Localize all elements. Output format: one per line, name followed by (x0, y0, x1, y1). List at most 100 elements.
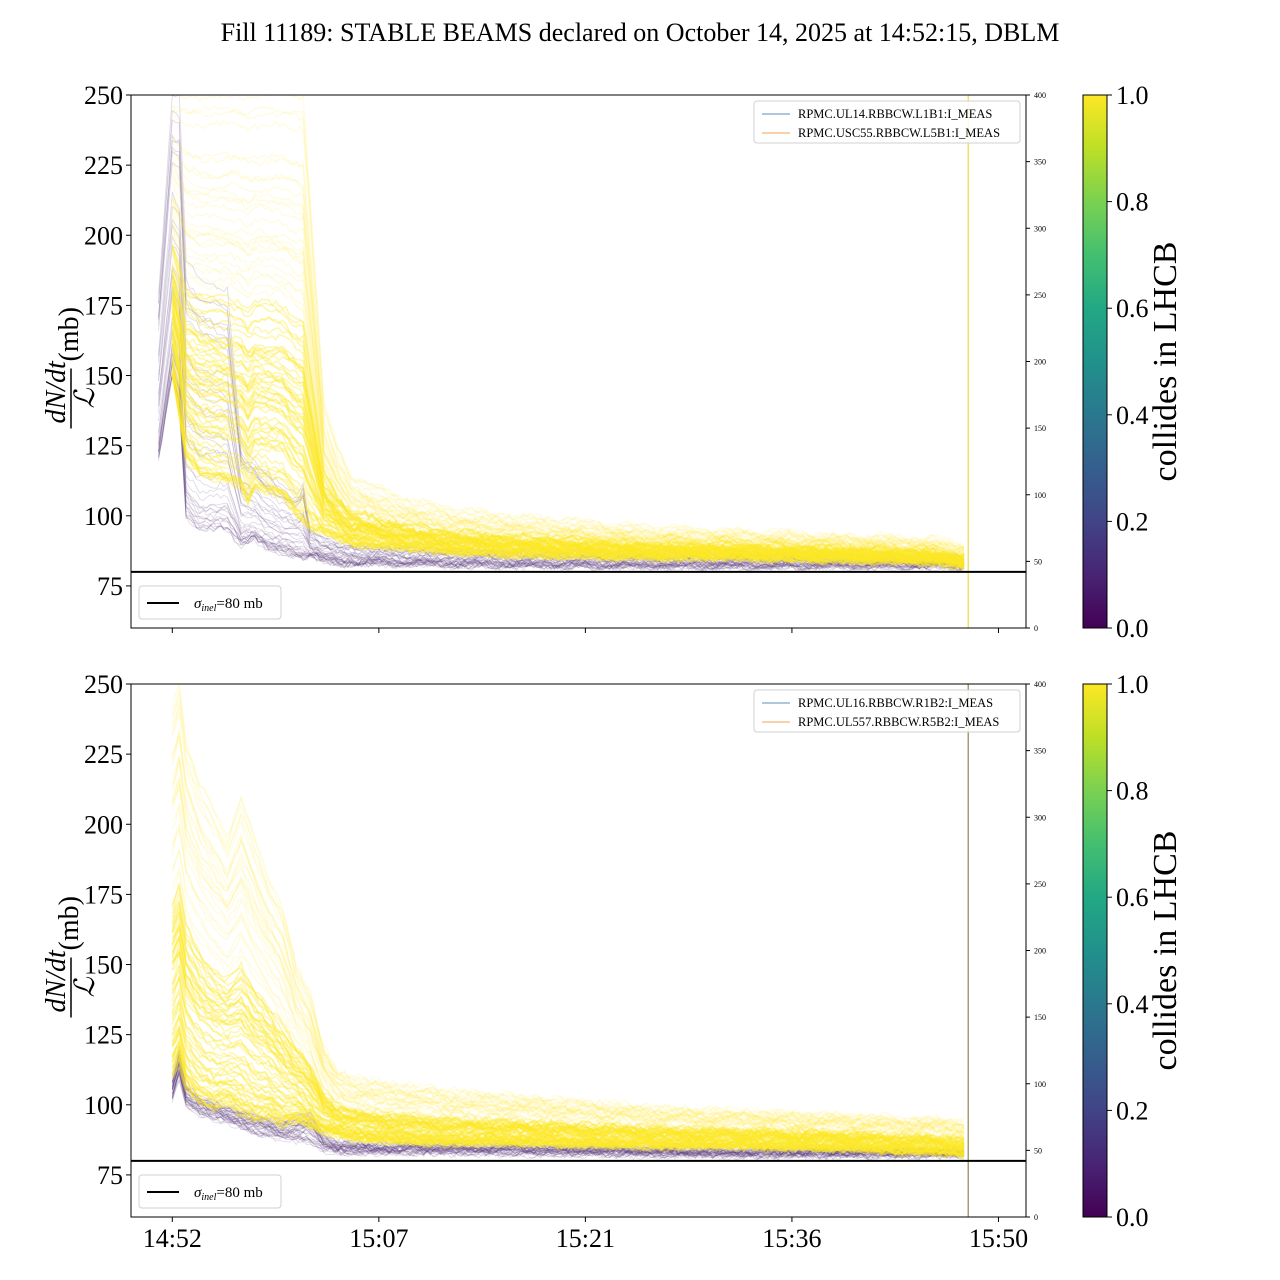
trace-line (158, 349, 965, 571)
trace-line (171, 204, 965, 556)
trace-line (171, 293, 965, 563)
trace-line (171, 273, 965, 560)
traces-bottom (171, 684, 965, 1161)
trace-line (171, 1055, 965, 1158)
trace-line (171, 270, 965, 560)
sigma-legend-label: σinel=80 mb (194, 596, 263, 614)
trace-line (158, 161, 965, 565)
trace-line (171, 306, 965, 563)
y-tick-label: 150 (84, 362, 123, 391)
trace-line (171, 161, 965, 552)
trace-line (171, 1027, 965, 1156)
trace-line (171, 827, 965, 1137)
trace-line (171, 1070, 965, 1161)
trace-line (171, 1046, 965, 1159)
trace-line (171, 974, 965, 1154)
y-tick-label: 175 (84, 880, 123, 909)
trace-line (171, 849, 965, 1141)
trace-line (171, 137, 965, 551)
colorbar-tick-label: 0.0 (1116, 614, 1149, 643)
trace-line (171, 310, 965, 567)
trace-line (171, 777, 965, 1133)
trace-line (172, 95, 965, 549)
trace-line (171, 303, 965, 564)
secondary-y-tick-label: 50 (1034, 557, 1042, 566)
trace-line (171, 346, 965, 566)
trace-line (171, 704, 965, 1130)
trace-line (171, 151, 965, 550)
y-axis-label-denominator: ℒ (70, 977, 101, 998)
trace-line (171, 281, 965, 563)
trace-line (171, 249, 965, 562)
trace-line (158, 374, 965, 573)
traces-top (158, 95, 965, 573)
trace-line (171, 335, 965, 566)
trace-line (171, 288, 965, 561)
trace-line (171, 968, 965, 1152)
trace-line (158, 374, 965, 573)
trace-line (171, 1070, 965, 1160)
secondary-y-tick-label: 50 (1034, 1146, 1042, 1155)
trace-line (158, 330, 965, 570)
sigma-legend-box (138, 585, 282, 620)
trace-line (171, 323, 965, 564)
y-axis-label: dN/dtℒ (mb) (41, 307, 101, 429)
trace-line (171, 363, 965, 571)
y-tick-label: 175 (84, 291, 123, 320)
trace-line (171, 916, 965, 1146)
trace-line (171, 934, 965, 1148)
trace-line (171, 1071, 965, 1160)
trace-line (171, 783, 965, 1134)
trace-line (171, 213, 965, 559)
trace-line (171, 197, 965, 557)
trace-line (158, 288, 965, 569)
trace-line (171, 1065, 965, 1159)
trace-line (171, 197, 965, 555)
trace-line (171, 1040, 965, 1157)
trace-line (171, 1028, 965, 1155)
trace-line (171, 1050, 965, 1159)
y-tick-label: 75 (97, 1161, 123, 1190)
trace-line (158, 146, 965, 564)
trace-line (171, 1061, 965, 1158)
trace-line (158, 268, 965, 568)
trace-line (158, 218, 965, 567)
trace-line (171, 1055, 965, 1161)
secondary-y-tick-label: 300 (1034, 813, 1046, 822)
trace-line (171, 1059, 965, 1157)
trace-line (171, 301, 965, 566)
legend-label: RPMC.UL16.RBBCW.R1B2:I_MEAS (798, 696, 993, 710)
trace-line (171, 1061, 965, 1158)
secondary-y-tick-label: 150 (1034, 1013, 1046, 1022)
trace-line (171, 317, 965, 564)
trace-line (171, 1030, 965, 1157)
legend-box (753, 100, 1021, 144)
secondary-y-tick-label: 350 (1034, 747, 1046, 756)
trace-line (171, 684, 965, 1127)
trace-line (171, 1054, 965, 1158)
y-tick-label: 75 (97, 572, 123, 601)
secondary-y-tick-label: 400 (1034, 680, 1046, 689)
trace-line (171, 1062, 965, 1158)
sigma-legend-box (138, 1174, 282, 1209)
trace-line (171, 297, 965, 563)
trace-line (171, 689, 965, 1127)
trace-line (171, 734, 965, 1132)
trace-line (171, 1051, 965, 1157)
trace-line (171, 371, 965, 569)
trace-line (171, 375, 965, 569)
legend-box (753, 689, 1021, 733)
y-tick-label: 100 (84, 502, 123, 531)
trace-line (171, 1060, 965, 1159)
trace-line (171, 246, 965, 560)
trace-line (171, 372, 965, 569)
trace-line (158, 364, 965, 572)
secondary-y-tick-label: 0 (1034, 624, 1038, 633)
trace-line (171, 1069, 965, 1160)
trace-line (171, 1013, 965, 1154)
trace-line (171, 358, 965, 569)
trace-line (171, 1044, 965, 1156)
trace-line (171, 372, 965, 569)
trace-line (171, 207, 965, 558)
trace-line (171, 1067, 965, 1159)
